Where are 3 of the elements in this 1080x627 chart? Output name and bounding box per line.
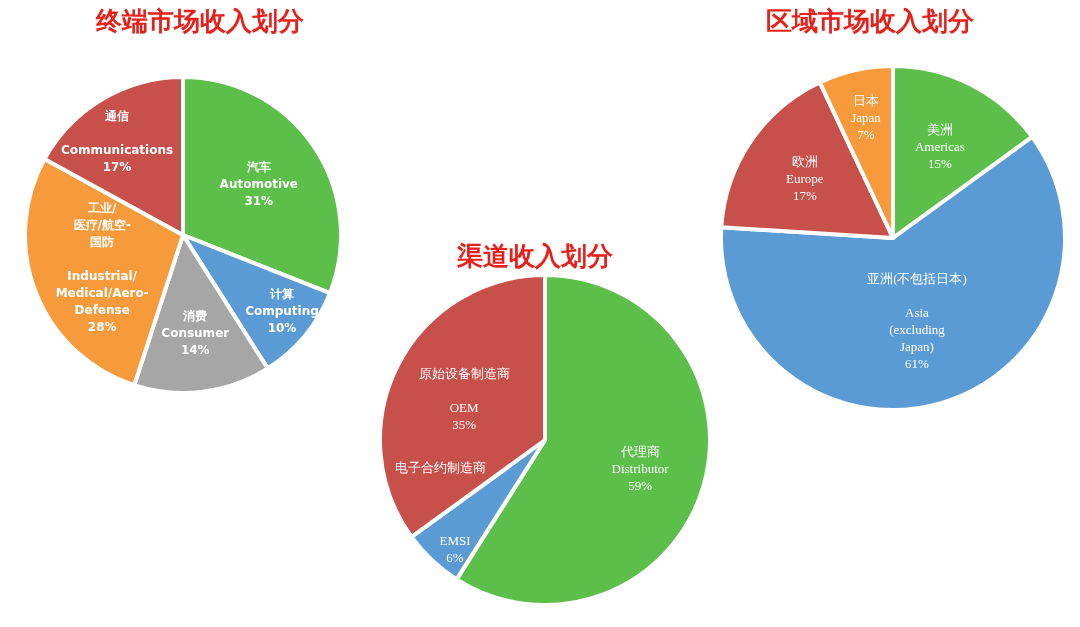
- title: 渠道收入划分: [457, 241, 613, 271]
- title: 区域市场收入划分: [766, 6, 974, 36]
- title: 终端市场收入划分: [96, 6, 304, 36]
